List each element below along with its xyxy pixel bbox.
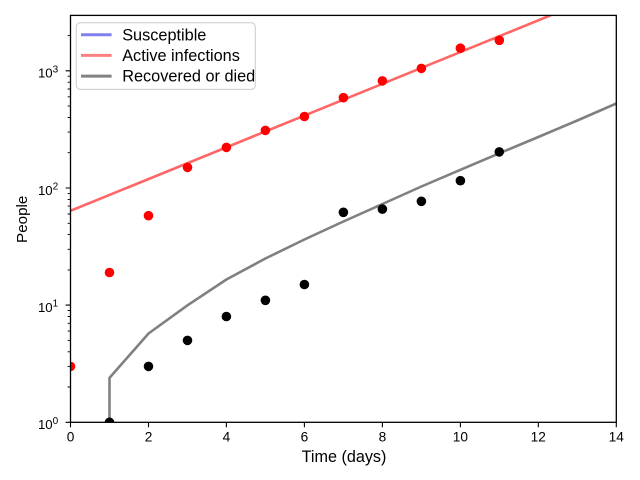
svg-text:4: 4 xyxy=(223,430,231,445)
svg-text:2: 2 xyxy=(145,430,153,445)
svg-text:6: 6 xyxy=(301,430,309,445)
svg-text:Active infections: Active infections xyxy=(122,47,240,65)
svg-text:Time (days): Time (days) xyxy=(302,448,387,466)
svg-text:14: 14 xyxy=(609,430,625,445)
svg-text:12: 12 xyxy=(531,430,546,445)
svg-text:Susceptible: Susceptible xyxy=(122,26,206,44)
svg-text:Recovered or died: Recovered or died xyxy=(122,68,255,86)
svg-text:0: 0 xyxy=(67,430,75,445)
svg-text:People: People xyxy=(14,196,31,243)
svg-text:10: 10 xyxy=(453,430,469,445)
svg-text:8: 8 xyxy=(379,430,387,445)
